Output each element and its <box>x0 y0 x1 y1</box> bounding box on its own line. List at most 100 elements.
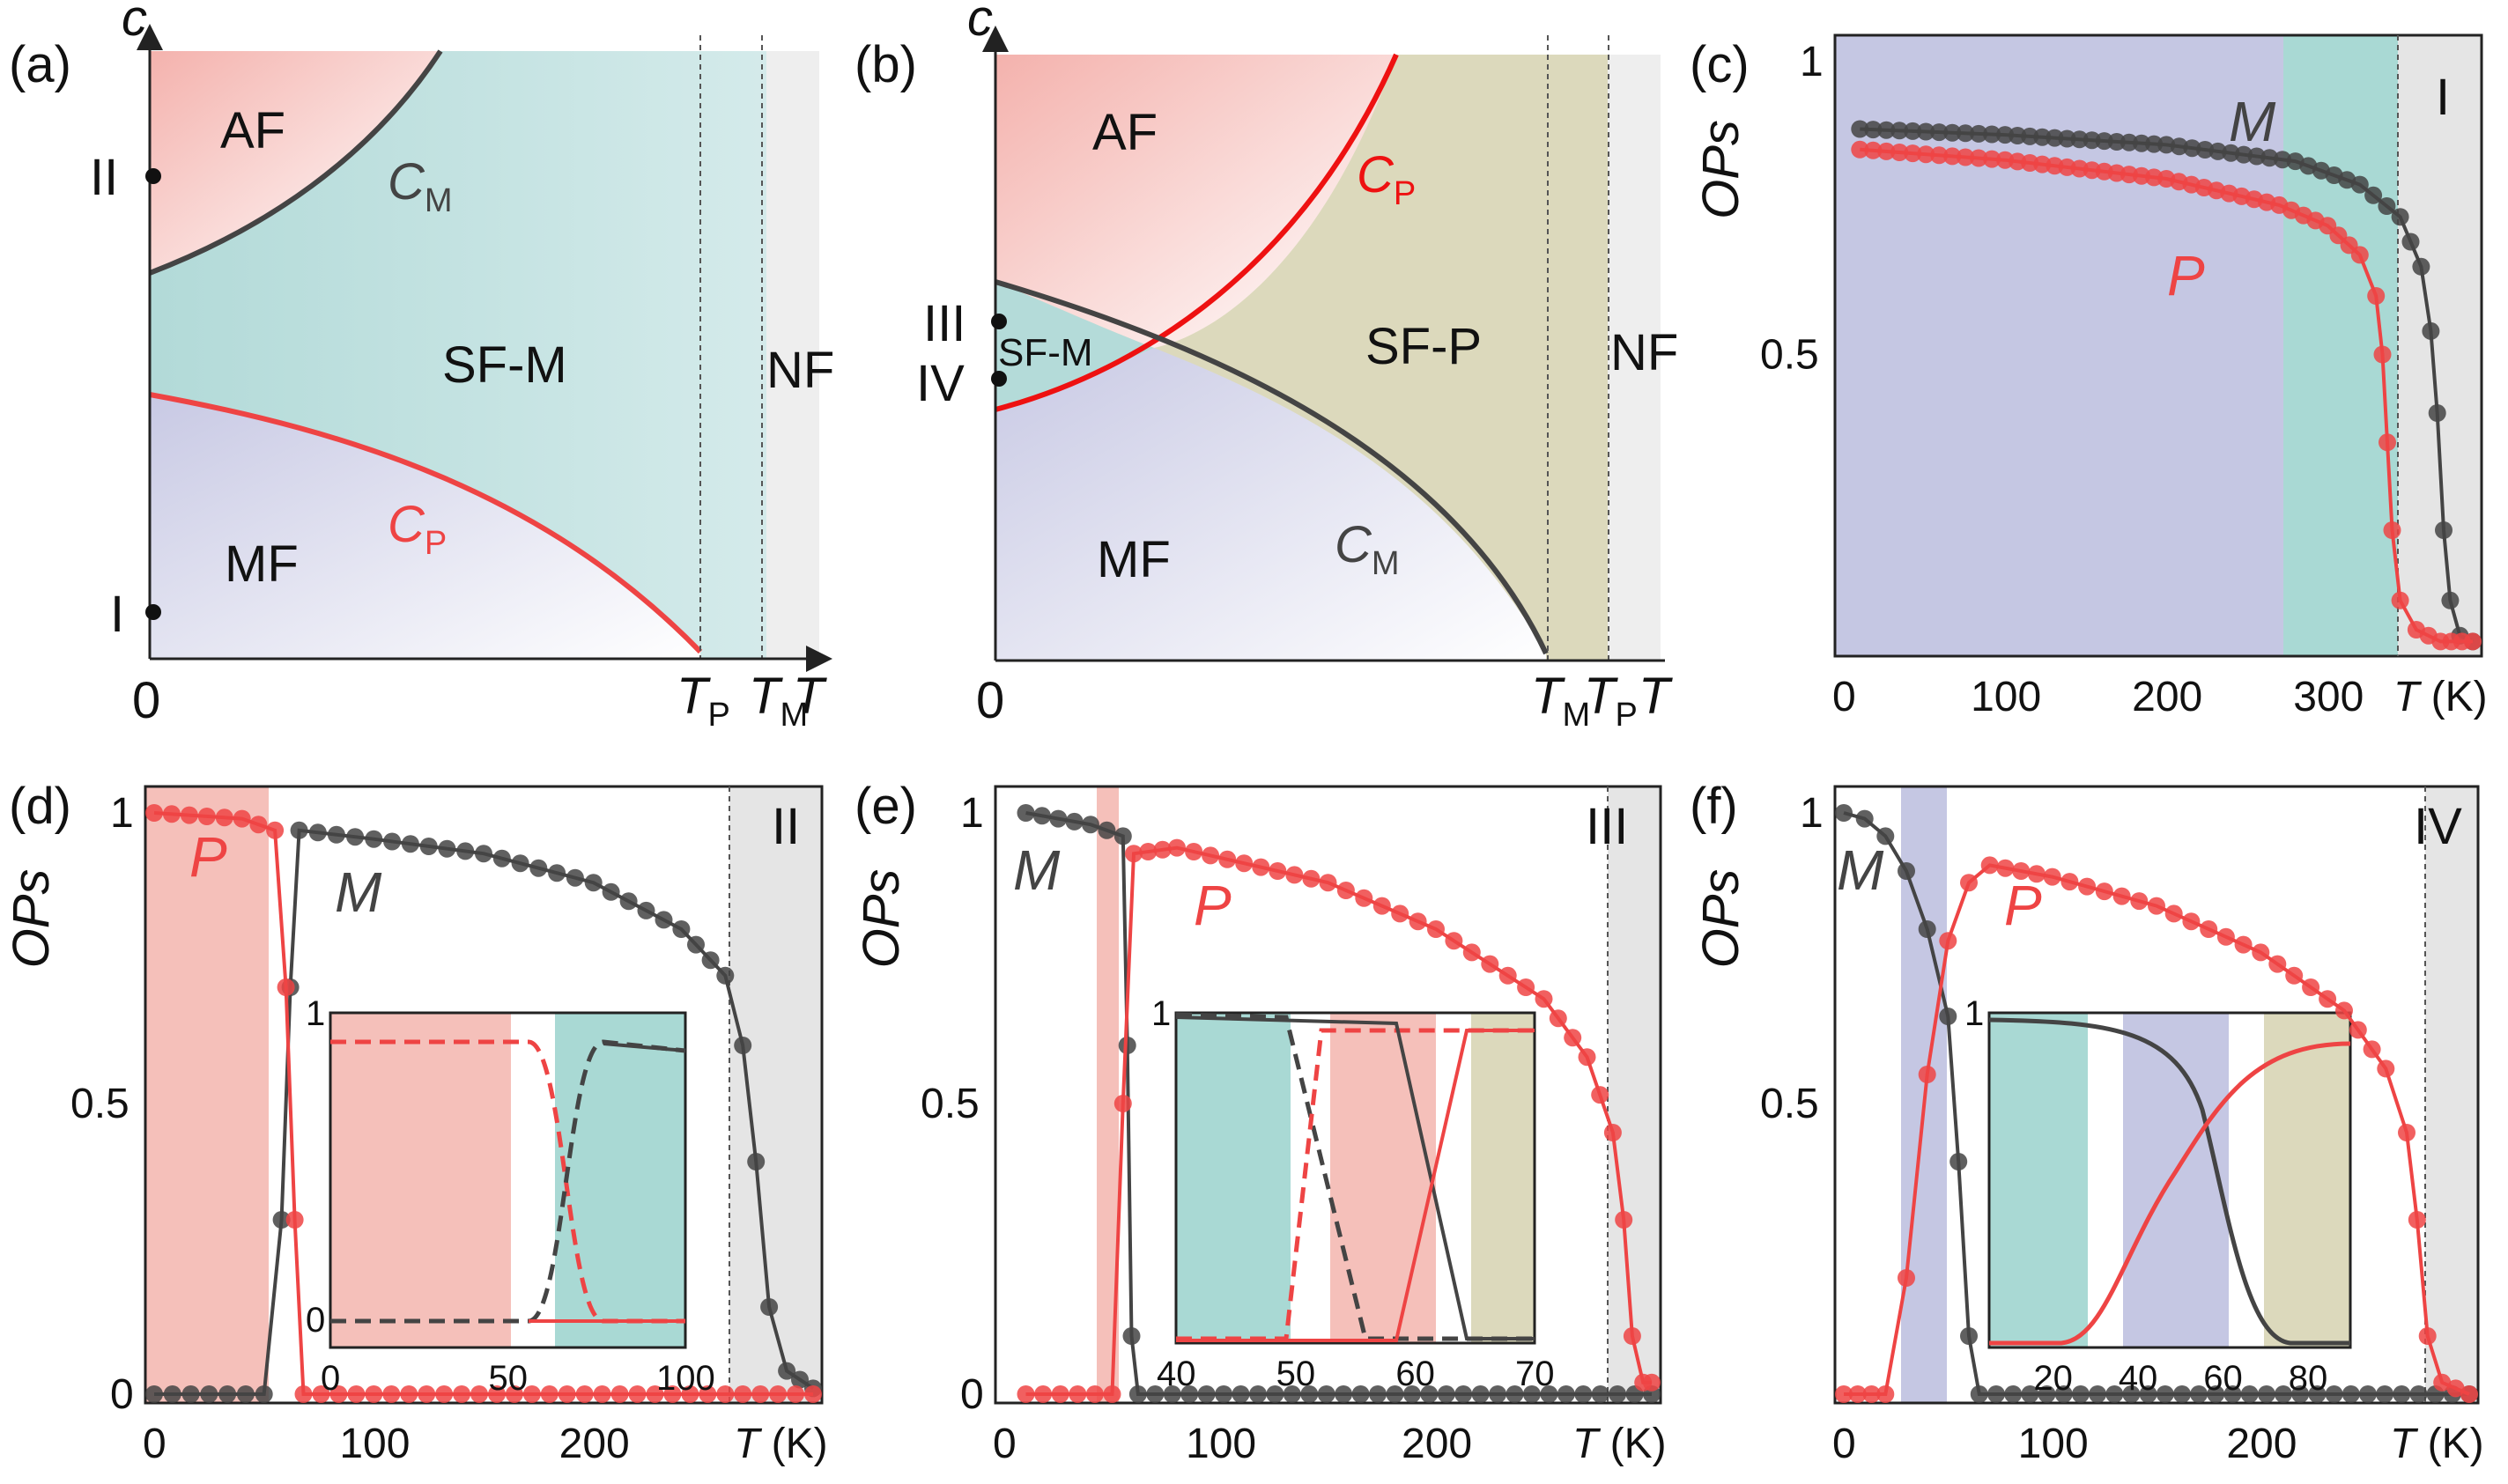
data-point-c-m <box>1851 120 1869 138</box>
panel-b-tm: TM <box>1531 668 1590 734</box>
data-point-e-m <box>1146 1385 1165 1403</box>
panel-a-mf: MF <box>225 535 299 593</box>
series-label-d-m: M <box>335 860 382 924</box>
y-tick-label-e: 0.5 <box>921 1081 980 1127</box>
inset-x-tick-d: 0 <box>321 1359 340 1398</box>
data-point-f-m <box>2071 1385 2090 1403</box>
data-point-c-m <box>2378 197 2396 215</box>
data-point-f-p <box>2363 1040 2381 1059</box>
c-m-curve <box>148 49 443 276</box>
x-tick-label-f: 200 <box>2226 1421 2297 1467</box>
data-point-f-m <box>1939 1008 1957 1025</box>
data-point-d-p <box>769 1385 788 1403</box>
data-point-c-m <box>2260 149 2279 167</box>
data-point-c-m <box>2145 135 2164 153</box>
panel-a-af: AF <box>220 102 285 159</box>
point-iv <box>991 371 1007 387</box>
data-point-f-m <box>2054 1385 2073 1403</box>
data-point-c-m <box>1983 125 2001 144</box>
data-point-f-p <box>2012 862 2031 880</box>
data-point-d-m <box>272 1211 291 1229</box>
data-point-d-p <box>734 1385 752 1403</box>
x-tick-label-d: 0 <box>143 1421 166 1467</box>
data-point-d-m <box>236 1385 255 1403</box>
panel-a-x0: 0 <box>132 672 160 729</box>
data-point-c-m <box>2170 137 2188 156</box>
data-point-d-p <box>505 1385 523 1403</box>
data-point-e-m <box>1317 1385 1335 1403</box>
data-point-e-p <box>1591 1086 1609 1104</box>
data-point-d-p <box>787 1385 805 1403</box>
y-tick-label-d: 0.5 <box>70 1081 129 1127</box>
panel-b-point-iii: III <box>923 295 965 352</box>
data-point-e-m <box>1609 1385 1627 1403</box>
data-point-f-m <box>2021 1385 2039 1403</box>
data-point-f-m <box>2275 1385 2292 1403</box>
point-ii <box>145 168 161 184</box>
data-point-d-p <box>716 1385 735 1403</box>
data-point-c-m <box>2021 127 2039 145</box>
data-point-f-p <box>2164 904 2183 923</box>
panel-b-tp: TP <box>1584 668 1638 734</box>
point-i <box>145 604 161 620</box>
data-point-c-m <box>2222 144 2240 162</box>
data-point-f-p <box>1980 856 1999 875</box>
panel-b-label: (b) <box>854 36 917 93</box>
data-point-c-m <box>2401 233 2420 251</box>
data-point-d-p <box>162 805 181 823</box>
data-point-e-m <box>1522 1385 1541 1403</box>
data-point-c-p <box>1864 141 1883 159</box>
data-point-c-m <box>2208 142 2227 160</box>
data-point-e-p <box>1085 1385 1104 1403</box>
inset-x-tick-f: 40 <box>2119 1359 2158 1398</box>
panel-f-region: IV <box>2414 798 2462 855</box>
data-point-f-m <box>2409 1385 2428 1403</box>
data-point-d-p <box>277 978 295 996</box>
data-point-e-m <box>1437 1385 1455 1403</box>
data-point-d-m <box>365 830 383 848</box>
data-point-d-p <box>610 1385 629 1403</box>
data-point-d-m <box>548 864 566 882</box>
data-point-d-p <box>249 816 268 834</box>
data-point-f-p <box>1835 1385 1853 1403</box>
inset-x-tick-e: 70 <box>1515 1355 1555 1393</box>
data-point-f-m <box>2240 1385 2259 1403</box>
panel-b-point-iv: IV <box>916 355 965 412</box>
data-point-c-p <box>1957 148 1975 166</box>
inset-f <box>1987 1011 2352 1349</box>
data-point-d-p <box>628 1385 647 1403</box>
data-point-c-p <box>1943 147 1962 166</box>
x-tick-label-c: 100 <box>1971 674 2041 720</box>
data-point-d-p <box>470 1385 488 1403</box>
x-axis-label-d: T (K) <box>734 1421 828 1467</box>
data-point-f-m <box>2190 1385 2208 1403</box>
data-point-f-m <box>2325 1385 2343 1403</box>
inset-x-tick-d: 50 <box>489 1359 529 1398</box>
data-point-d-m <box>511 854 529 873</box>
data-point-e-p <box>1427 920 1445 938</box>
data-point-f-m <box>2038 1385 2056 1403</box>
panel-b-x0: 0 <box>976 672 1004 729</box>
data-point-f-p <box>2285 966 2304 985</box>
data-point-c-m <box>1890 122 1909 140</box>
data-point-c-p <box>2367 287 2386 305</box>
data-point-c-p <box>1851 140 1869 159</box>
data-point-d-m <box>716 966 735 985</box>
x-tick-label-e: 100 <box>1186 1421 1256 1467</box>
data-point-f-p <box>2446 1379 2465 1398</box>
data-point-d-p <box>575 1385 594 1403</box>
data-point-e-m <box>1113 827 1132 845</box>
x-axis-label-e: T (K) <box>1572 1421 1667 1467</box>
y-axis-label-c: OPs <box>1692 120 1750 219</box>
data-point-f-p <box>2377 1059 2395 1078</box>
data-point-d-m <box>308 823 327 842</box>
data-point-c-m <box>2274 151 2291 169</box>
data-point-e-p <box>1235 854 1254 873</box>
data-point-e-m <box>1557 1385 1575 1403</box>
series-label-e-p: P <box>1194 874 1232 937</box>
nf-region <box>766 51 819 659</box>
x-tick-label-f: 0 <box>1832 1421 1856 1467</box>
data-point-f-m <box>1949 1153 1968 1170</box>
data-point-c-m <box>2391 208 2409 226</box>
